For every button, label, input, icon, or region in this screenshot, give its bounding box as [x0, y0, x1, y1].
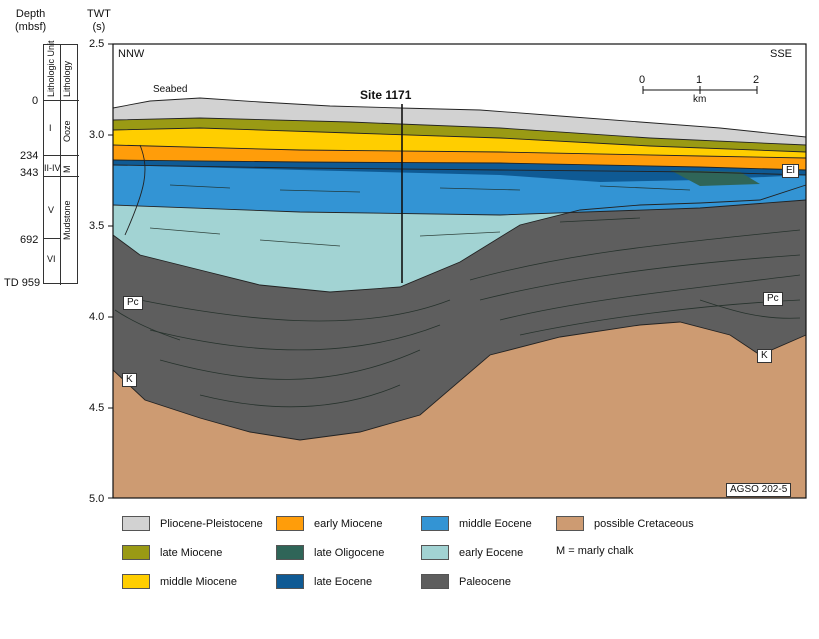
twt-tick-label: 2.5 — [89, 38, 105, 50]
layer-pliocene-pleistocene — [113, 98, 806, 145]
layer-late-oligocene — [670, 170, 760, 186]
unit-label: VI — [47, 254, 56, 264]
legend-item: late Oligocene — [276, 545, 384, 560]
legend-note-label: M = marly chalk — [556, 545, 634, 557]
legend-label: middle Eocene — [459, 517, 532, 530]
depth-label: 692 — [20, 234, 39, 246]
legend-label: early Miocene — [314, 517, 383, 530]
legend-label: Paleocene — [459, 575, 511, 588]
depth-label: 343 — [20, 167, 39, 179]
lithology-column — [43, 44, 79, 285]
layer-early-miocene — [113, 145, 806, 170]
scale-tick-label: 1 — [696, 74, 703, 86]
unit-label: I — [49, 123, 52, 133]
label-k-left: K — [122, 373, 137, 387]
legend-item: late Eocene — [276, 574, 372, 589]
legend-label: middle Miocene — [160, 575, 238, 588]
legend-item: middle Eocene — [421, 516, 532, 531]
legend-item: Pliocene-Pleistocene — [122, 516, 263, 531]
layer-middle-miocene — [113, 128, 806, 158]
twt-header-line2: (s) — [92, 21, 106, 33]
legend-label: early Eocene — [459, 546, 524, 559]
legend-item: Paleocene — [421, 574, 511, 589]
depth-label: TD 959 — [4, 277, 41, 289]
direction-right: SSE — [770, 48, 793, 60]
legend-item: early Miocene — [276, 516, 382, 531]
scale-unit: km — [693, 94, 707, 105]
legend-label: possible Cretaceous — [594, 517, 694, 530]
depth-label: 0 — [32, 95, 39, 107]
legend-item: early Eocene — [421, 545, 523, 560]
site-label: Site 1171 — [360, 88, 412, 102]
legend-label: Pliocene-Pleistocene — [160, 517, 263, 530]
unit-label: II-IV — [44, 163, 61, 173]
twt-header: TWT (s) — [87, 8, 111, 34]
scale-tick-label: 0 — [639, 74, 646, 86]
scale-tick-label: 2 — [753, 74, 760, 86]
twt-tick-label: 3.0 — [89, 129, 105, 141]
label-el: El — [782, 164, 799, 178]
legend-item: possible Cretaceous — [556, 516, 694, 531]
legend-item: late Miocene — [122, 545, 222, 560]
depth-header-line1: Depth — [15, 8, 46, 20]
twt-tick-label: 5.0 — [89, 493, 105, 505]
legend-label: late Miocene — [160, 546, 223, 559]
layer-late-miocene — [113, 118, 806, 152]
direction-left: NNW — [118, 48, 145, 60]
label-pc-left: Pc — [123, 296, 143, 310]
depth-header: Depth (mbsf) — [15, 8, 46, 34]
legend-label: late Eocene — [314, 575, 373, 588]
source-label: AGSO 202-5 — [726, 483, 792, 497]
unit-label: V — [48, 205, 55, 215]
depth-header-line2: (mbsf) — [15, 21, 47, 33]
legend-note: M = marly chalk — [556, 545, 633, 557]
label-k-right: K — [757, 349, 772, 363]
depth-label: 234 — [20, 150, 39, 162]
twt-header-line1: TWT — [87, 8, 111, 20]
layer-late-eocene — [113, 160, 806, 182]
twt-tick-label: 4.5 — [89, 402, 105, 414]
legend-label: late Oligocene — [314, 546, 385, 559]
seabed-label: Seabed — [153, 84, 188, 95]
legend-item: middle Miocene — [122, 574, 237, 589]
layer-cretaceous — [113, 322, 806, 498]
twt-tick-label: 3.5 — [89, 220, 105, 232]
label-pc-right: Pc — [763, 292, 783, 306]
twt-tick-label: 4.0 — [89, 311, 105, 323]
